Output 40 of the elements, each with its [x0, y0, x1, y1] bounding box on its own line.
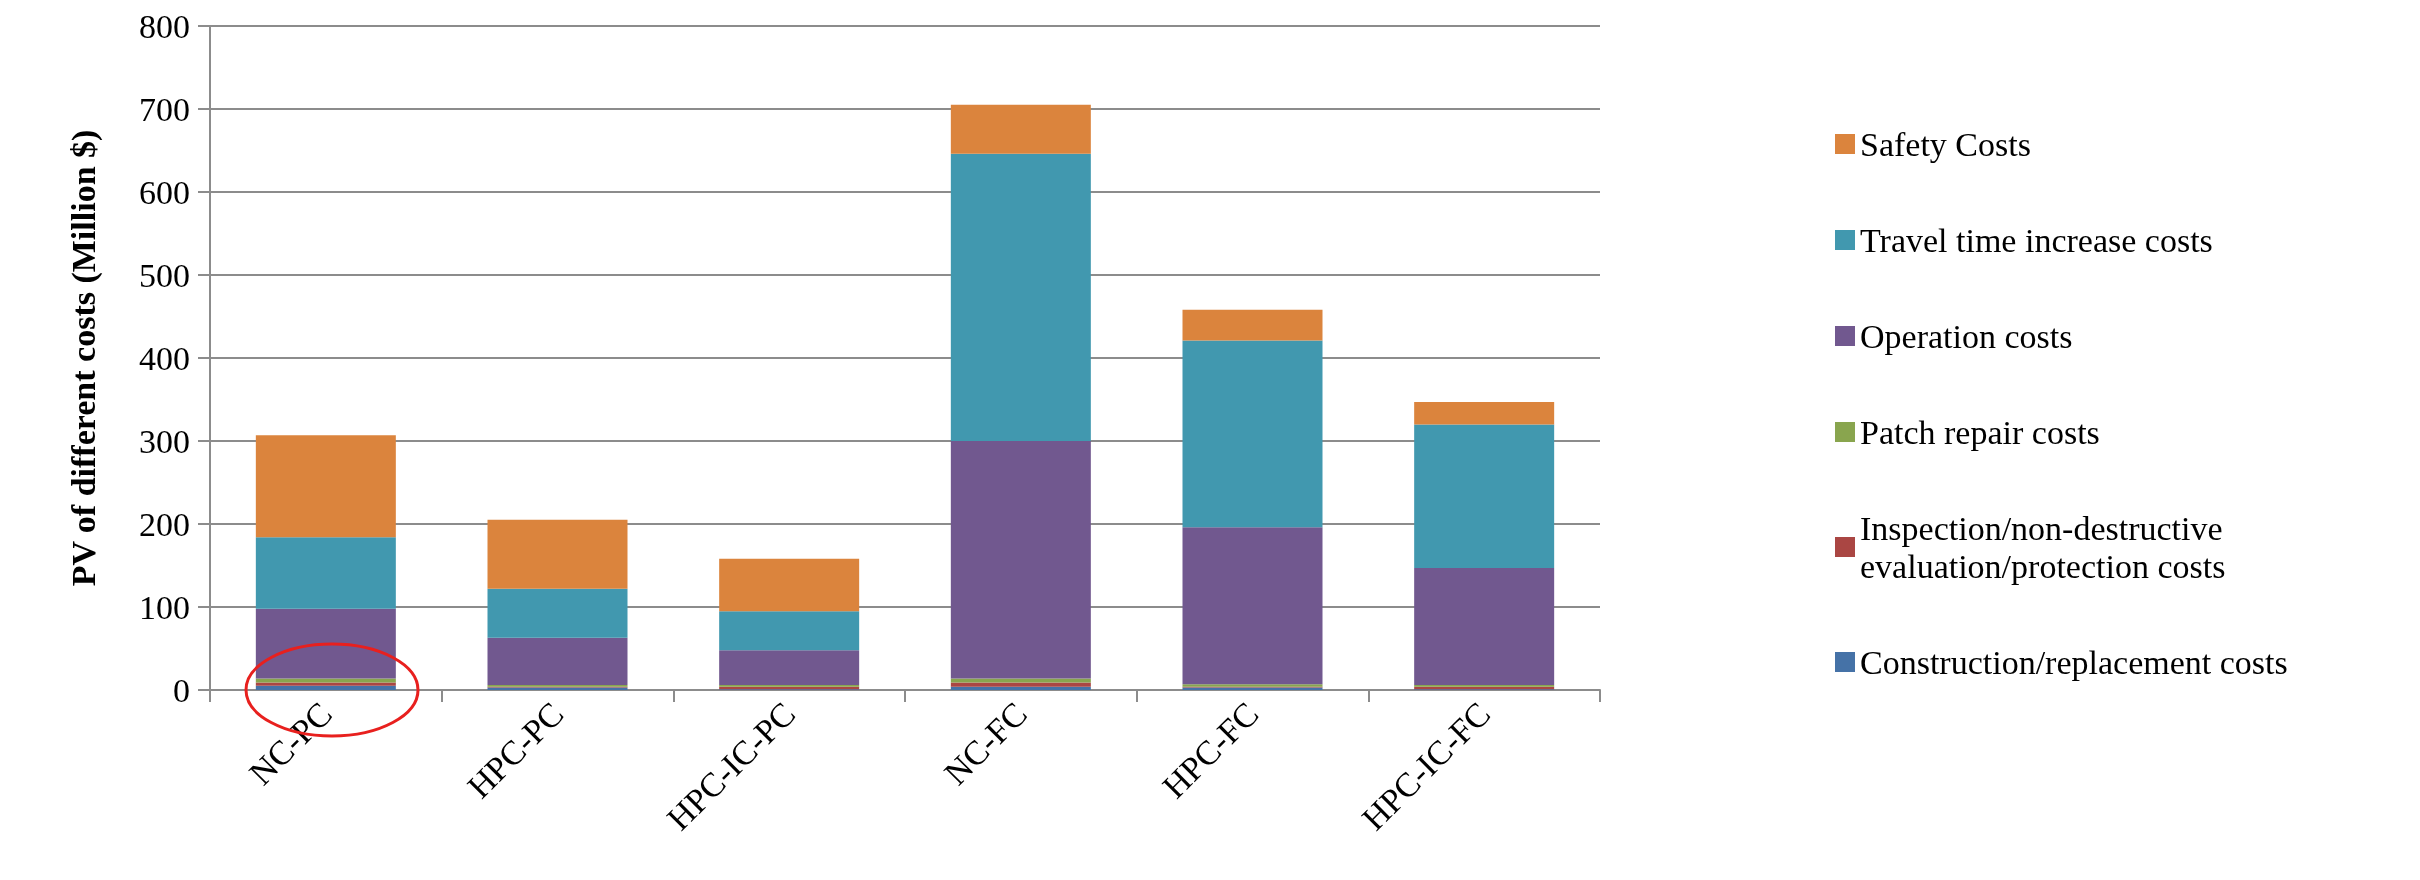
bar: [950, 682, 1091, 687]
bar: [255, 537, 396, 609]
bar: [487, 588, 628, 638]
bar: [719, 558, 860, 612]
bar: [255, 682, 396, 686]
bar: [1182, 340, 1323, 528]
bar: [1414, 424, 1555, 568]
legend-label: Patch repair costs: [1860, 413, 2100, 451]
y-tick-label: 200: [139, 505, 190, 543]
y-tick-label: 100: [139, 588, 190, 626]
y-tick-label: 500: [139, 256, 190, 294]
y-tick-label: 800: [139, 7, 190, 45]
legend-label: Inspection/non-destructive evaluation/protection costs: [1860, 509, 2232, 585]
bar: [950, 686, 1091, 690]
y-axis-title: PV of different costs (Million $): [64, 129, 103, 587]
legend-label: Construction/replacement costs: [1860, 643, 2288, 681]
bar: [1414, 567, 1555, 686]
y-tick-label: 700: [139, 90, 190, 128]
bar: [719, 611, 860, 651]
legend-label: Safety Costs: [1860, 125, 2031, 163]
bar: [950, 104, 1091, 154]
y-tick-label: 0: [173, 671, 190, 709]
bar: [255, 685, 396, 690]
bar: [719, 650, 860, 686]
y-tick-label: 400: [139, 339, 190, 377]
y-tick-label: 600: [139, 173, 190, 211]
bar: [1182, 309, 1323, 341]
bar: [1414, 401, 1555, 425]
bar: [487, 519, 628, 589]
bar: [950, 441, 1091, 679]
legend-label: Travel time increase costs: [1860, 221, 2213, 259]
bar: [950, 153, 1091, 441]
bar: [1182, 527, 1323, 685]
bar: [255, 435, 396, 538]
bar: [255, 678, 396, 683]
bar: [950, 678, 1091, 683]
bar: [255, 608, 396, 679]
y-tick-label: 300: [139, 422, 190, 460]
bar: [487, 637, 628, 686]
legend-label: Operation costs: [1860, 317, 2073, 355]
